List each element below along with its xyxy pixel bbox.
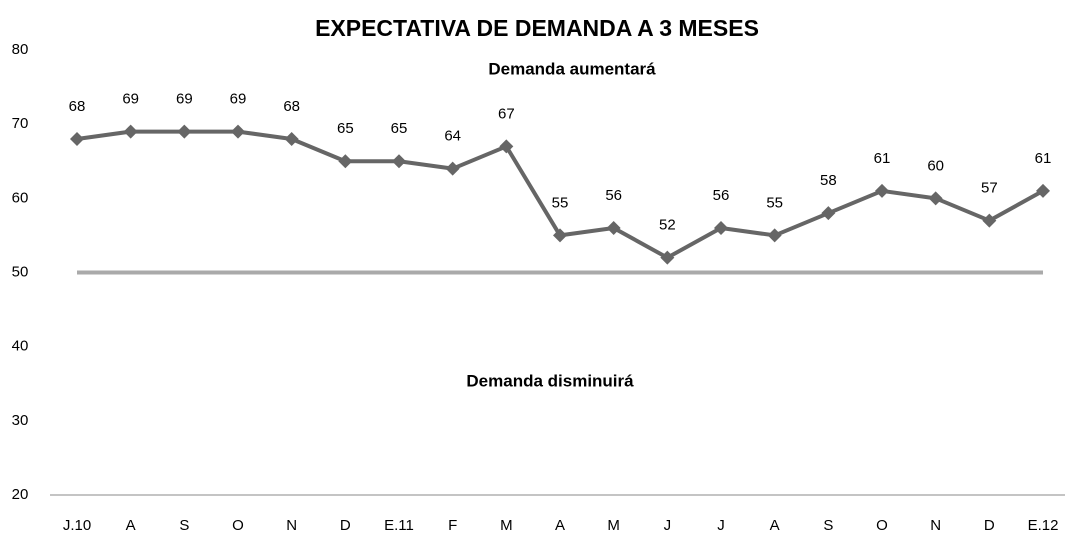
- marker: [123, 124, 138, 139]
- y-tick-label: 30: [12, 412, 29, 429]
- x-tick-label: J: [664, 517, 672, 534]
- data-label: 65: [391, 120, 408, 137]
- x-tick-label: M: [607, 517, 620, 534]
- data-label: 60: [927, 157, 944, 174]
- marker: [767, 228, 782, 243]
- y-tick-label: 50: [12, 263, 29, 280]
- marker: [70, 132, 84, 146]
- data-label: 61: [1035, 150, 1052, 167]
- marker: [231, 124, 245, 139]
- marker: [338, 154, 353, 169]
- marker: [606, 221, 621, 235]
- data-label: 69: [176, 91, 193, 108]
- data-label: 68: [283, 98, 300, 115]
- data-label: 69: [122, 91, 139, 108]
- x-tick-label: S: [823, 517, 833, 534]
- marker: [445, 161, 460, 176]
- x-tick-label: O: [232, 517, 244, 534]
- x-tick-label: M: [500, 517, 513, 534]
- x-tick-label: D: [340, 517, 351, 534]
- annotation: Demanda disminuirá: [466, 371, 634, 390]
- x-tick-label: N: [286, 517, 297, 534]
- data-label: 65: [337, 120, 354, 137]
- x-tick-label: E.11: [384, 517, 414, 534]
- x-tick-label: A: [770, 517, 780, 534]
- x-tick-label: F: [448, 517, 457, 534]
- y-tick-label: 60: [12, 189, 29, 206]
- marker: [714, 221, 728, 235]
- marker: [660, 250, 675, 265]
- y-tick-label: 40: [12, 338, 29, 355]
- data-label: 55: [552, 194, 569, 211]
- x-tick-label: E.12: [1028, 517, 1059, 534]
- marker: [284, 132, 299, 146]
- x-tick-label: A: [555, 517, 565, 534]
- marker: [875, 183, 889, 198]
- x-tick-label: O: [876, 517, 888, 534]
- data-label: 64: [444, 128, 461, 145]
- y-tick-label: 80: [12, 41, 29, 58]
- data-label: 68: [69, 98, 86, 115]
- y-tick-label: 20: [12, 486, 29, 503]
- marker: [821, 206, 836, 221]
- y-tick-label: 70: [12, 115, 29, 132]
- x-tick-label: J: [717, 517, 725, 534]
- data-label: 57: [981, 180, 998, 197]
- chart-title: EXPECTATIVA DE DEMANDA A 3 MESES: [315, 15, 759, 41]
- data-label: 69: [230, 91, 247, 108]
- data-label: 67: [498, 105, 515, 122]
- marker: [553, 228, 567, 243]
- marker: [928, 191, 943, 206]
- annotation: Demanda aumentará: [488, 59, 656, 78]
- data-label: 61: [874, 150, 891, 167]
- marker: [1036, 183, 1050, 198]
- data-label: 56: [713, 187, 730, 204]
- data-label: 55: [766, 194, 783, 211]
- data-label: 52: [659, 217, 676, 234]
- x-tick-label: A: [126, 517, 136, 534]
- marker: [982, 213, 997, 228]
- x-tick-label: S: [179, 517, 189, 534]
- x-tick-label: J.10: [63, 517, 91, 534]
- x-tick-label: D: [984, 517, 995, 534]
- marker: [499, 139, 514, 154]
- marker: [177, 124, 192, 139]
- marker: [392, 154, 406, 169]
- x-tick-label: N: [930, 517, 941, 534]
- data-label: 56: [605, 187, 622, 204]
- data-label: 58: [820, 172, 837, 189]
